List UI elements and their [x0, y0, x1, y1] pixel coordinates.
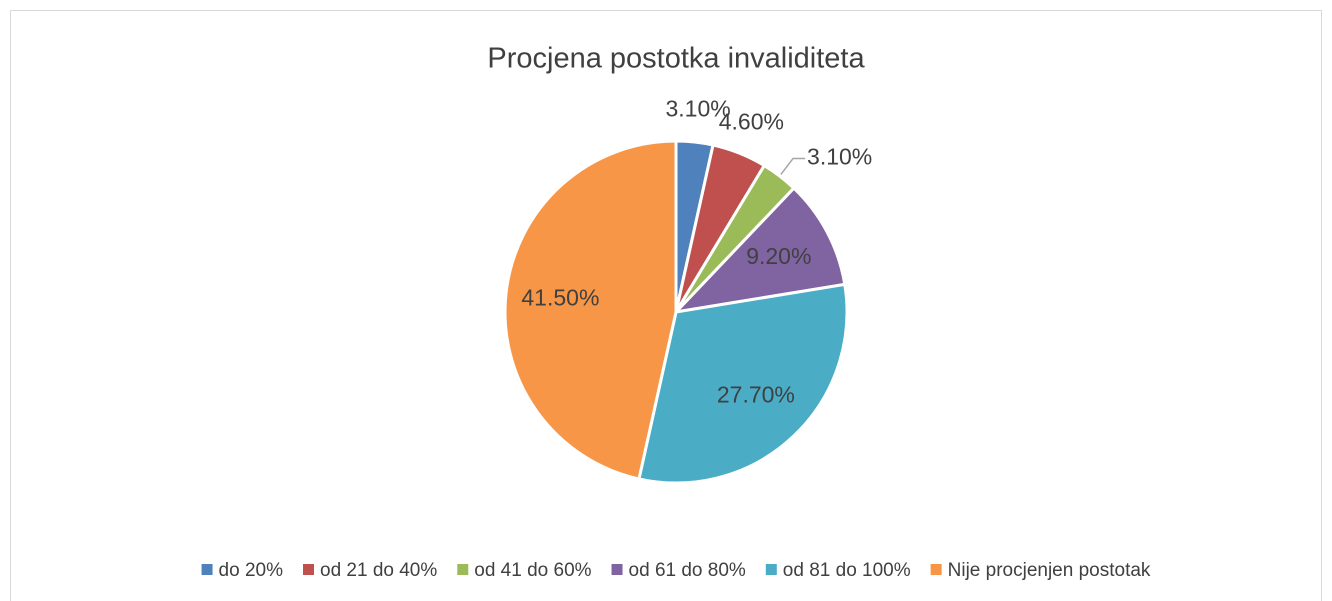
data-label: 41.50%	[521, 284, 599, 310]
legend-label: od 61 do 80%	[629, 560, 746, 581]
legend-swatch	[303, 564, 315, 575]
data-label: 4.60%	[719, 109, 784, 135]
pie-slice	[637, 282, 849, 485]
legend-swatch	[765, 564, 777, 575]
legend-label: od 21 do 40%	[320, 560, 437, 581]
legend-label: Nije procjenjen postotak	[948, 560, 1151, 581]
pie-slice	[671, 186, 847, 315]
pie-slice	[503, 139, 678, 481]
legend-label: do 20%	[219, 560, 284, 581]
legend-label: od 81 do 100%	[783, 560, 911, 581]
leader-line	[780, 157, 806, 175]
chart-title: Procjena postotka invaliditeta	[487, 43, 865, 75]
legend-label: od 41 do 60%	[474, 560, 591, 581]
data-label: 9.20%	[746, 243, 811, 269]
legend-swatch	[201, 564, 213, 575]
legend-swatch	[611, 564, 623, 575]
legend-swatch	[930, 564, 942, 575]
data-label: 3.10%	[807, 144, 872, 170]
data-label: 3.10%	[666, 95, 731, 121]
legend-swatch	[457, 564, 469, 575]
data-label: 27.70%	[717, 382, 795, 408]
